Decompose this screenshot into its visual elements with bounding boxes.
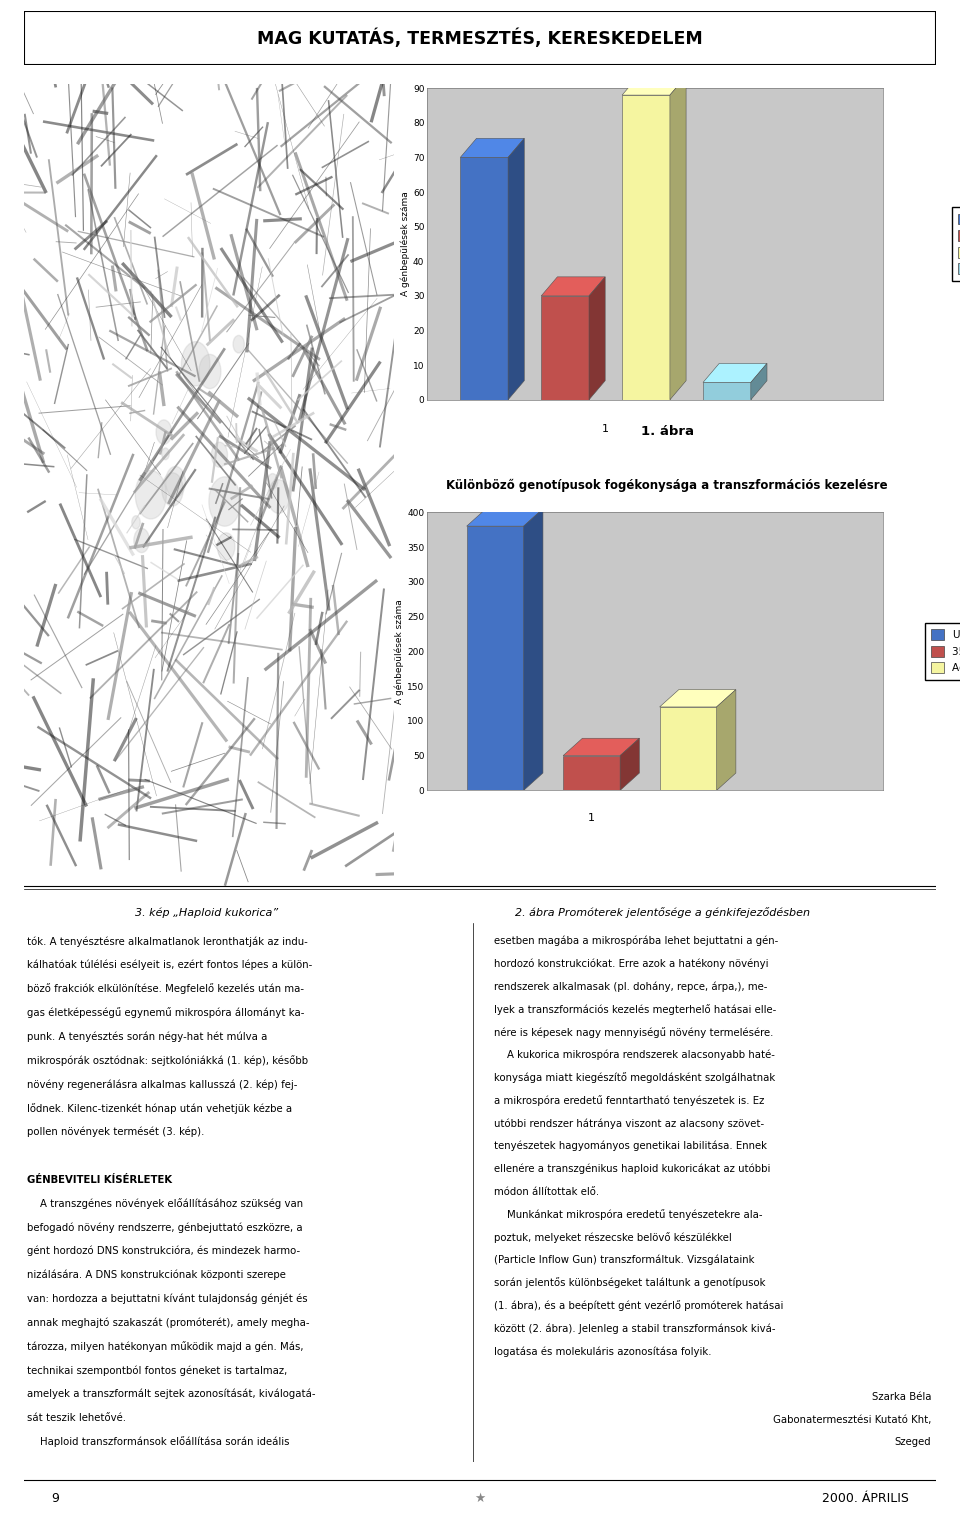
Text: tározza, milyen hatékonyan működik majd a gén. Más,: tározza, milyen hatékonyan működik majd … [27, 1341, 303, 1351]
Text: módon állítottak elő.: módon állítottak elő. [494, 1187, 600, 1196]
Text: MAG KUTATÁS, TERMESZTÉS, KERESKEDELEM: MAG KUTATÁS, TERMESZTÉS, KERESKEDELEM [257, 29, 703, 47]
Text: sát teszik lehetővé.: sát teszik lehetővé. [27, 1414, 126, 1423]
Text: ellenére a transzgénikus haploid kukoricákat az utóbbi: ellenére a transzgénikus haploid kukoric… [494, 1164, 771, 1173]
Circle shape [162, 473, 183, 506]
Bar [541, 296, 589, 400]
Text: 2000. ÁPRILIS: 2000. ÁPRILIS [822, 1493, 908, 1505]
Text: ★: ★ [474, 1493, 486, 1505]
Text: Különböző genotípusok fogékonysága a transzformációs kezelésre: Különböző genotípusok fogékonysága a tra… [446, 479, 888, 492]
Text: logatása és molekuláris azonosítása folyik.: logatása és molekuláris azonosítása foly… [494, 1347, 712, 1356]
Polygon shape [467, 509, 543, 526]
Text: lyek a transzformációs kezelés megterhelő hatásai elle-: lyek a transzformációs kezelés megterhel… [494, 1003, 777, 1015]
Text: rendszerek alkalmasak (pl. dohány, repce, árpa,), me-: rendszerek alkalmasak (pl. dohány, repce… [494, 982, 768, 991]
Text: konysága miatt kiegészítő megoldásként szolgálhatnak: konysága miatt kiegészítő megoldásként s… [494, 1072, 776, 1084]
Text: (1. ábra), és a beépített gént vezérlő promóterek hatásai: (1. ábra), és a beépített gént vezérlő p… [494, 1300, 783, 1312]
Text: böző frakciók elkülönítése. Megfelelő kezelés után ma-: böző frakciók elkülönítése. Megfelelő ke… [27, 983, 304, 994]
Text: során jelentős különbségeket találtunk a genotípusok: során jelentős különbségeket találtunk a… [494, 1277, 766, 1289]
Text: között (2. ábra). Jelenleg a stabil transzformánsok kivá-: között (2. ábra). Jelenleg a stabil tran… [494, 1324, 776, 1333]
Text: 1. ábra: 1. ábra [640, 426, 694, 438]
Text: van: hordozza a bejuttatni kívánt tulajdonság génjét és: van: hordozza a bejuttatni kívánt tulajd… [27, 1294, 307, 1304]
Text: lődnek. Kilenc-tizenkét hónap után vehetjük kézbe a: lődnek. Kilenc-tizenkét hónap után vehet… [27, 1102, 292, 1114]
Text: növény regenerálásra alkalmas kallusszá (2. kép) fej-: növény regenerálásra alkalmas kallusszá … [27, 1079, 298, 1090]
Text: Gabonatermesztési Kutató Kht,: Gabonatermesztési Kutató Kht, [773, 1415, 931, 1424]
Circle shape [211, 442, 228, 467]
Polygon shape [620, 739, 639, 790]
Polygon shape [523, 509, 543, 790]
Polygon shape [564, 739, 639, 755]
Text: befogadó növény rendszerre, génbejuttató eszközre, a: befogadó növény rendszerre, génbejuttató… [27, 1222, 302, 1233]
Circle shape [209, 477, 241, 526]
Text: A transzgénes növények előállításához szükség van: A transzgénes növények előállításához sz… [27, 1198, 303, 1208]
Text: utóbbi rendszer hátránya viszont az alacsony szövet-: utóbbi rendszer hátránya viszont az alac… [494, 1119, 764, 1128]
Text: nére is képesek nagy mennyiségű növény termelésére.: nére is képesek nagy mennyiségű növény t… [494, 1026, 774, 1038]
Text: 3. kép „Haploid kukorica”: 3. kép „Haploid kukorica” [134, 907, 278, 918]
Text: punk. A tenyésztés során négy-hat hét múlva a: punk. A tenyésztés során négy-hat hét mú… [27, 1032, 267, 1041]
Text: a mikrospóra eredetű fenntartható tenyészetek is. Ez: a mikrospóra eredetű fenntartható tenyés… [494, 1094, 765, 1107]
Polygon shape [589, 277, 605, 400]
Polygon shape [660, 690, 736, 707]
Bar [467, 526, 523, 790]
Bar [564, 755, 620, 790]
Text: 9: 9 [52, 1493, 60, 1505]
Circle shape [132, 515, 140, 529]
Text: Haploid transzformánsok előállítása során ideális: Haploid transzformánsok előállítása sorá… [27, 1436, 289, 1447]
Bar [622, 96, 670, 400]
Text: gas életképességű egynemű mikrospóra állományt ka-: gas életképességű egynemű mikrospóra áll… [27, 1008, 304, 1018]
Text: kálhatóak túlélési esélyeit is, ezért fontos lépes a külön-: kálhatóak túlélési esélyeit is, ezért fo… [27, 961, 312, 970]
Text: gént hordozó DNS konstrukcióra, és mindezek harmo-: gént hordozó DNS konstrukcióra, és minde… [27, 1246, 300, 1257]
Text: poztuk, melyeket részecske belövő készülékkel: poztuk, melyeket részecske belövő készül… [494, 1231, 732, 1243]
Polygon shape [716, 690, 736, 790]
Polygon shape [670, 76, 686, 400]
Y-axis label: A génbepülések száma: A génbepülések száma [400, 192, 410, 296]
Text: mikrospórák osztódnak: sejtkolóniákká (1. kép), később: mikrospórák osztódnak: sejtkolóniákká (1… [27, 1055, 308, 1066]
Polygon shape [460, 138, 524, 158]
Text: 2. ábra Promóterek jelentősége a génkifejeződésben: 2. ábra Promóterek jelentősége a génkife… [515, 907, 810, 918]
Text: esetben magába a mikrospórába lehet bejuttatni a gén-: esetben magába a mikrospórába lehet beju… [494, 936, 779, 945]
Circle shape [165, 467, 185, 497]
Circle shape [135, 471, 166, 518]
Polygon shape [508, 138, 524, 400]
Polygon shape [541, 277, 605, 296]
Circle shape [181, 342, 210, 386]
Y-axis label: A génbepülések száma: A génbepülések száma [395, 599, 404, 704]
Bar [460, 158, 508, 400]
Text: (Particle Inflow Gun) transzformáltuk. Vizsgálataink: (Particle Inflow Gun) transzformáltuk. V… [494, 1256, 755, 1265]
Circle shape [161, 448, 169, 459]
Circle shape [199, 354, 221, 389]
Text: tenyészetek hagyományos genetikai labilitása. Ennek: tenyészetek hagyományos genetikai labili… [494, 1142, 767, 1151]
Text: annak meghajtó szakaszát (promóterét), amely megha-: annak meghajtó szakaszát (promóterét), a… [27, 1318, 309, 1328]
Circle shape [217, 534, 235, 561]
Bar [660, 707, 716, 790]
Text: nizálására. A DNS konstrukciónak központi szerepe: nizálására. A DNS konstrukciónak központ… [27, 1269, 286, 1280]
Circle shape [233, 336, 245, 353]
Bar [703, 383, 751, 400]
Polygon shape [703, 363, 767, 383]
Text: amelyek a transzformált sejtek azonosítását, kiválogatá-: amelyek a transzformált sejtek azonosítá… [27, 1389, 316, 1400]
Circle shape [156, 420, 172, 444]
Text: hordozó konstrukciókat. Erre azok a hatékony növényi: hordozó konstrukciókat. Erre azok a haté… [494, 959, 769, 968]
Circle shape [268, 474, 277, 489]
FancyBboxPatch shape [24, 11, 936, 65]
Text: Szeged: Szeged [895, 1438, 931, 1447]
Legend: A, B, AxB, C: A, B, AxB, C [952, 207, 960, 281]
Text: A kukorica mikrospóra rendszerek alacsonyabb haté-: A kukorica mikrospóra rendszerek alacson… [494, 1050, 776, 1059]
Polygon shape [751, 363, 767, 400]
Legend: Ubiquitin, 35 S, Actin I.: Ubiquitin, 35 S, Actin I. [925, 623, 960, 679]
Circle shape [133, 529, 150, 553]
Text: Munkánkat mikrospóra eredetű tenyészetekre ala-: Munkánkat mikrospóra eredetű tenyészetek… [494, 1208, 763, 1221]
Text: pollen növények termését (3. kép).: pollen növények termését (3. kép). [27, 1126, 204, 1137]
Text: Szarka Béla: Szarka Béla [872, 1392, 931, 1401]
Text: 1: 1 [588, 813, 595, 822]
Text: tók. A tenyésztésre alkalmatlanok leronthatják az indu-: tók. A tenyésztésre alkalmatlanok leront… [27, 936, 307, 947]
Text: GÉNBEVITELI KÍSÉRLETEK: GÉNBEVITELI KÍSÉRLETEK [27, 1175, 172, 1184]
Text: technikai szempontból fontos géneket is tartalmaz,: technikai szempontból fontos géneket is … [27, 1365, 287, 1376]
Circle shape [268, 480, 289, 514]
Polygon shape [622, 76, 686, 96]
Text: 1: 1 [602, 424, 609, 435]
